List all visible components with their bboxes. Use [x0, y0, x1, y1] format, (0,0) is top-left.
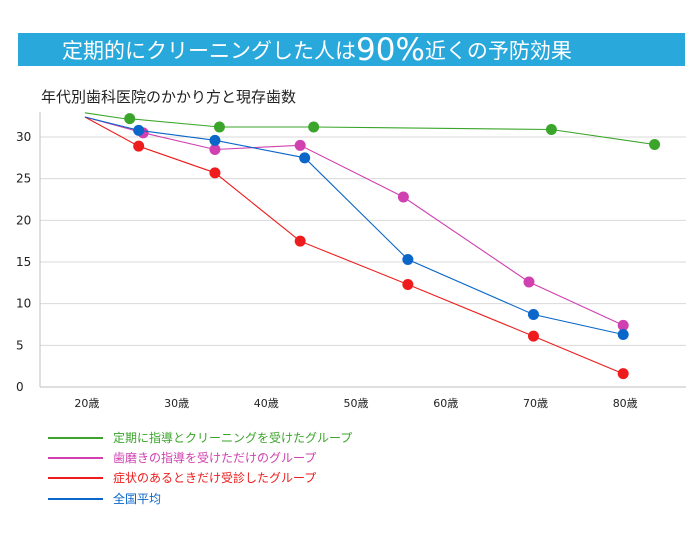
legend-swatch [48, 476, 103, 479]
legend-swatch [48, 456, 103, 459]
data-point [294, 139, 306, 151]
banner-prefix: 定期的にクリーニングした人は [62, 39, 356, 63]
data-point [124, 113, 136, 125]
series-line [84, 112, 655, 146]
data-point [397, 191, 409, 203]
y-tick-label: 15 [16, 255, 31, 269]
legend-item: 定期に指導とクリーニングを受けたグループ [48, 429, 352, 446]
x-tick-label: 80歳 [613, 397, 638, 410]
legend-item: 歯磨きの指導を受けただけのグループ [48, 449, 316, 466]
legend-swatch [48, 436, 103, 439]
title-banner: 定期的にクリーニングした人は90%近くの予防効果 [18, 33, 685, 66]
data-point [402, 279, 414, 290]
data-point [308, 121, 320, 133]
data-point [133, 124, 145, 136]
data-point [545, 124, 557, 135]
x-tick-label: 60歳 [433, 397, 458, 410]
y-tick-label: 30 [16, 130, 31, 144]
x-tick-label: 70歳 [523, 397, 548, 410]
y-tick-label: 20 [16, 213, 31, 227]
x-tick-label: 20歳 [74, 397, 99, 410]
series-line [84, 116, 624, 375]
data-point [617, 329, 629, 340]
banner-highlight: 90% [356, 32, 425, 68]
banner-text: 定期的にクリーニングした人は90%近くの予防効果 [62, 35, 572, 66]
legend-label: 全国平均 [113, 492, 162, 506]
legend-label: 歯磨きの指導を受けただけのグループ [113, 451, 317, 465]
data-point [617, 368, 629, 380]
data-point [617, 319, 629, 331]
series-line [84, 116, 624, 336]
x-tick-label: 30歳 [164, 397, 189, 410]
data-point [209, 134, 221, 146]
data-point [523, 276, 535, 288]
y-tick-label: 0 [16, 380, 24, 394]
data-point [133, 140, 145, 152]
data-point [209, 144, 221, 155]
data-point [649, 139, 661, 150]
chart-title: 年代別歯科医院のかかり方と現存歯数 [41, 88, 297, 106]
series-line [84, 116, 624, 326]
data-point [294, 235, 306, 247]
data-point [213, 121, 225, 133]
x-tick-label: 40歳 [254, 397, 279, 410]
y-tick-label: 25 [16, 172, 31, 186]
y-tick-label: 10 [16, 297, 31, 311]
data-point [527, 309, 539, 320]
legend-label: 定期に指導とクリーニングを受けたグループ [113, 431, 353, 445]
data-point [527, 330, 539, 342]
data-point [209, 167, 221, 179]
legend-swatch [48, 497, 103, 500]
data-point [299, 152, 311, 164]
banner-suffix: 近くの予防効果 [424, 39, 572, 63]
y-tick-label: 5 [16, 338, 24, 352]
x-tick-label: 50歳 [344, 397, 369, 410]
legend-item: 全国平均 [48, 490, 161, 507]
data-point [402, 254, 414, 265]
legend-label: 症状のあるときだけ受診したグループ [113, 471, 317, 485]
legend-item: 症状のあるときだけ受診したグループ [48, 469, 316, 486]
